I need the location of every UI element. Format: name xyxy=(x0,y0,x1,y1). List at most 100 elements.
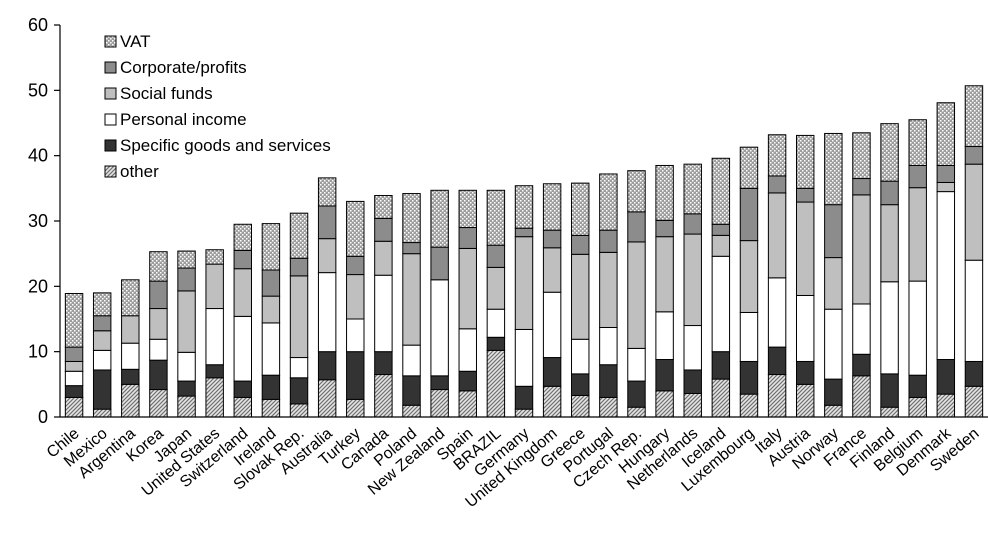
bar-segment xyxy=(627,406,646,418)
bar-segment xyxy=(402,253,421,346)
bar-segment xyxy=(233,223,253,251)
bar-segment xyxy=(683,325,702,371)
bar-segment xyxy=(683,233,702,327)
bar-segment xyxy=(233,249,253,270)
legend-swatch xyxy=(104,165,117,178)
bar-segment xyxy=(261,223,281,271)
bar-segment xyxy=(964,259,984,362)
bar-segment xyxy=(599,326,618,366)
bars xyxy=(64,85,984,418)
bar-segment xyxy=(767,277,787,348)
bar-segment xyxy=(205,263,224,310)
bar-segment xyxy=(177,250,196,269)
bar-segment xyxy=(880,204,899,283)
bar-segment xyxy=(767,175,787,194)
bar-segment xyxy=(880,123,899,182)
bar-segment xyxy=(542,229,562,249)
bar-segment xyxy=(317,205,337,240)
bar-segment xyxy=(92,292,112,317)
bar-segment xyxy=(317,177,337,207)
bar-segment xyxy=(374,217,393,242)
bar-segment xyxy=(64,346,84,362)
bar-segment xyxy=(739,187,759,242)
bar-segment xyxy=(149,338,168,361)
bar-segment xyxy=(880,373,899,408)
bar-segment xyxy=(655,390,674,418)
y-tick-label: 10 xyxy=(28,342,48,362)
bar-segment xyxy=(852,353,871,377)
bar-segment xyxy=(346,318,365,353)
bar-segment xyxy=(571,234,590,255)
bar-segment xyxy=(627,241,646,349)
legend-swatch xyxy=(104,139,117,152)
bar-segment xyxy=(261,322,281,376)
bar-segment xyxy=(64,396,84,418)
bar-segment xyxy=(486,189,506,246)
bar-segment xyxy=(289,275,309,359)
bar-segment xyxy=(261,295,281,324)
bar-segment xyxy=(880,180,899,206)
bar-segment xyxy=(767,346,787,376)
legend-swatch xyxy=(104,35,117,48)
bar-segment xyxy=(458,247,477,330)
bar-segment xyxy=(317,351,337,381)
bar-segment xyxy=(289,212,309,259)
bar-segment xyxy=(458,390,477,418)
bar-segment xyxy=(430,246,449,281)
bar-segment xyxy=(346,200,365,257)
bar-segment xyxy=(514,385,534,410)
bar-segment xyxy=(908,280,927,376)
legend: VAT Corporate/profits Social funds Personal… xyxy=(104,32,331,181)
legend-label: other xyxy=(120,162,159,181)
bar-segment xyxy=(739,146,759,189)
bar-segment xyxy=(289,377,309,405)
bar-segment xyxy=(739,240,759,313)
bar-segment xyxy=(205,249,224,265)
bar-segment xyxy=(852,194,871,305)
bar-segment xyxy=(346,398,365,418)
bar-segment xyxy=(824,204,843,259)
bar-segment xyxy=(402,242,421,255)
bar-segment xyxy=(514,236,534,330)
bar-segment xyxy=(289,403,309,418)
bar-segment xyxy=(458,189,477,229)
bar-segment xyxy=(655,219,674,238)
bar-segment xyxy=(514,328,534,387)
bar-segment xyxy=(205,364,224,379)
y-tick-label: 20 xyxy=(28,276,48,296)
bar-segment xyxy=(402,404,421,418)
bar-segment xyxy=(908,164,927,189)
bar-segment xyxy=(795,201,815,296)
y-tick-label: 60 xyxy=(28,15,48,35)
bar-segment xyxy=(205,377,224,418)
bar-segment xyxy=(402,193,421,244)
bar-segment xyxy=(542,385,562,418)
bar-segment xyxy=(317,379,337,418)
bar-segment xyxy=(936,164,956,183)
legend-swatch xyxy=(104,87,117,100)
legend-label: VAT xyxy=(120,32,151,51)
bar-segment xyxy=(92,408,112,418)
bar-segment xyxy=(346,351,365,400)
bar-segment xyxy=(402,344,421,377)
bar-segment xyxy=(683,369,702,394)
bar-segment xyxy=(936,181,956,193)
bar-segment xyxy=(908,119,927,166)
bar-segment xyxy=(964,146,984,165)
bar-segment xyxy=(177,267,196,292)
bar-segment xyxy=(824,257,843,310)
bar-segment xyxy=(92,315,112,332)
bar-segment xyxy=(936,359,956,395)
bar-segment xyxy=(655,311,674,361)
legend-label: Social funds xyxy=(120,84,213,103)
bar-segment xyxy=(824,132,843,206)
bar-segment xyxy=(824,378,843,406)
bar-segment xyxy=(711,234,731,257)
bar-segment xyxy=(149,251,168,282)
bar-segment xyxy=(880,281,899,375)
bar-segment xyxy=(121,279,140,317)
legend-swatch xyxy=(104,61,117,74)
bar-segment xyxy=(599,229,618,253)
bar-segment xyxy=(317,272,337,353)
